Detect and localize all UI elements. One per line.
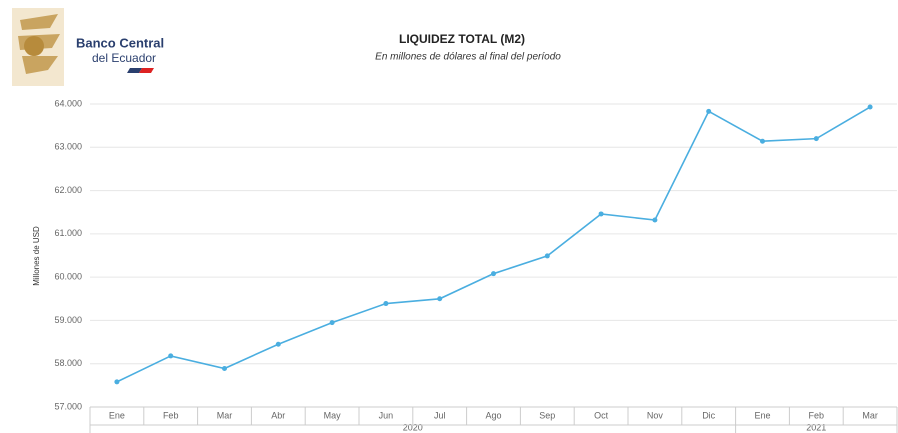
x-tick-label: Sep — [539, 410, 555, 420]
point — [544, 253, 550, 259]
point — [168, 353, 174, 359]
x-tick-label: Feb — [809, 410, 825, 420]
x-tick-label: Mar — [217, 410, 233, 420]
point — [706, 108, 712, 114]
line — [116, 106, 871, 383]
point — [760, 138, 765, 144]
y-tick-label: 60.000 — [54, 272, 82, 282]
bank-name: del Ecuador — [92, 51, 156, 65]
year-label: 2020 — [403, 422, 423, 432]
x-tick-label: Dic — [702, 410, 715, 420]
point — [114, 379, 120, 385]
x-tick-label: Oct — [594, 410, 609, 420]
y-tick-label: 58.000 — [54, 358, 82, 368]
year-label: 2021 — [806, 422, 826, 432]
x-tick-label: Mar — [862, 410, 878, 420]
point — [652, 217, 658, 223]
logo-emblem — [12, 8, 64, 86]
y-tick-label: 62.000 — [54, 185, 82, 195]
y-tick-label: 63.000 — [54, 142, 82, 152]
y-tick-label: 61.000 — [54, 228, 82, 238]
point — [222, 365, 227, 371]
point — [329, 320, 335, 326]
logo-flag — [139, 68, 154, 73]
logo-flag — [127, 68, 142, 73]
chart-title: LIQUIDEZ TOTAL (M2) — [399, 32, 525, 46]
y-tick-label: 64.000 — [54, 98, 82, 108]
x-tick-label: Ene — [754, 410, 770, 420]
point — [598, 211, 604, 217]
point — [275, 341, 281, 347]
x-tick-label: Nov — [647, 410, 664, 420]
y-tick-label: 57.000 — [54, 401, 82, 411]
x-tick-label: Feb — [163, 410, 179, 420]
x-tick-label: Abr — [271, 410, 285, 420]
x-tick-label: Ene — [109, 410, 125, 420]
y-tick-label: 59.000 — [54, 315, 82, 325]
x-tick-label: May — [324, 410, 342, 420]
point — [813, 136, 819, 142]
y-axis-label: Millones de USD — [32, 226, 41, 286]
x-tick-label: Jun — [379, 410, 394, 420]
point — [491, 271, 496, 277]
point — [867, 104, 873, 110]
bank-name: Banco Central — [76, 35, 164, 50]
x-tick-label: Jul — [434, 410, 446, 420]
x-tick-label: Ago — [485, 410, 501, 420]
point — [383, 301, 389, 307]
chart-subtitle: En millones de dólares al final del perí… — [375, 52, 561, 63]
point — [437, 296, 443, 302]
